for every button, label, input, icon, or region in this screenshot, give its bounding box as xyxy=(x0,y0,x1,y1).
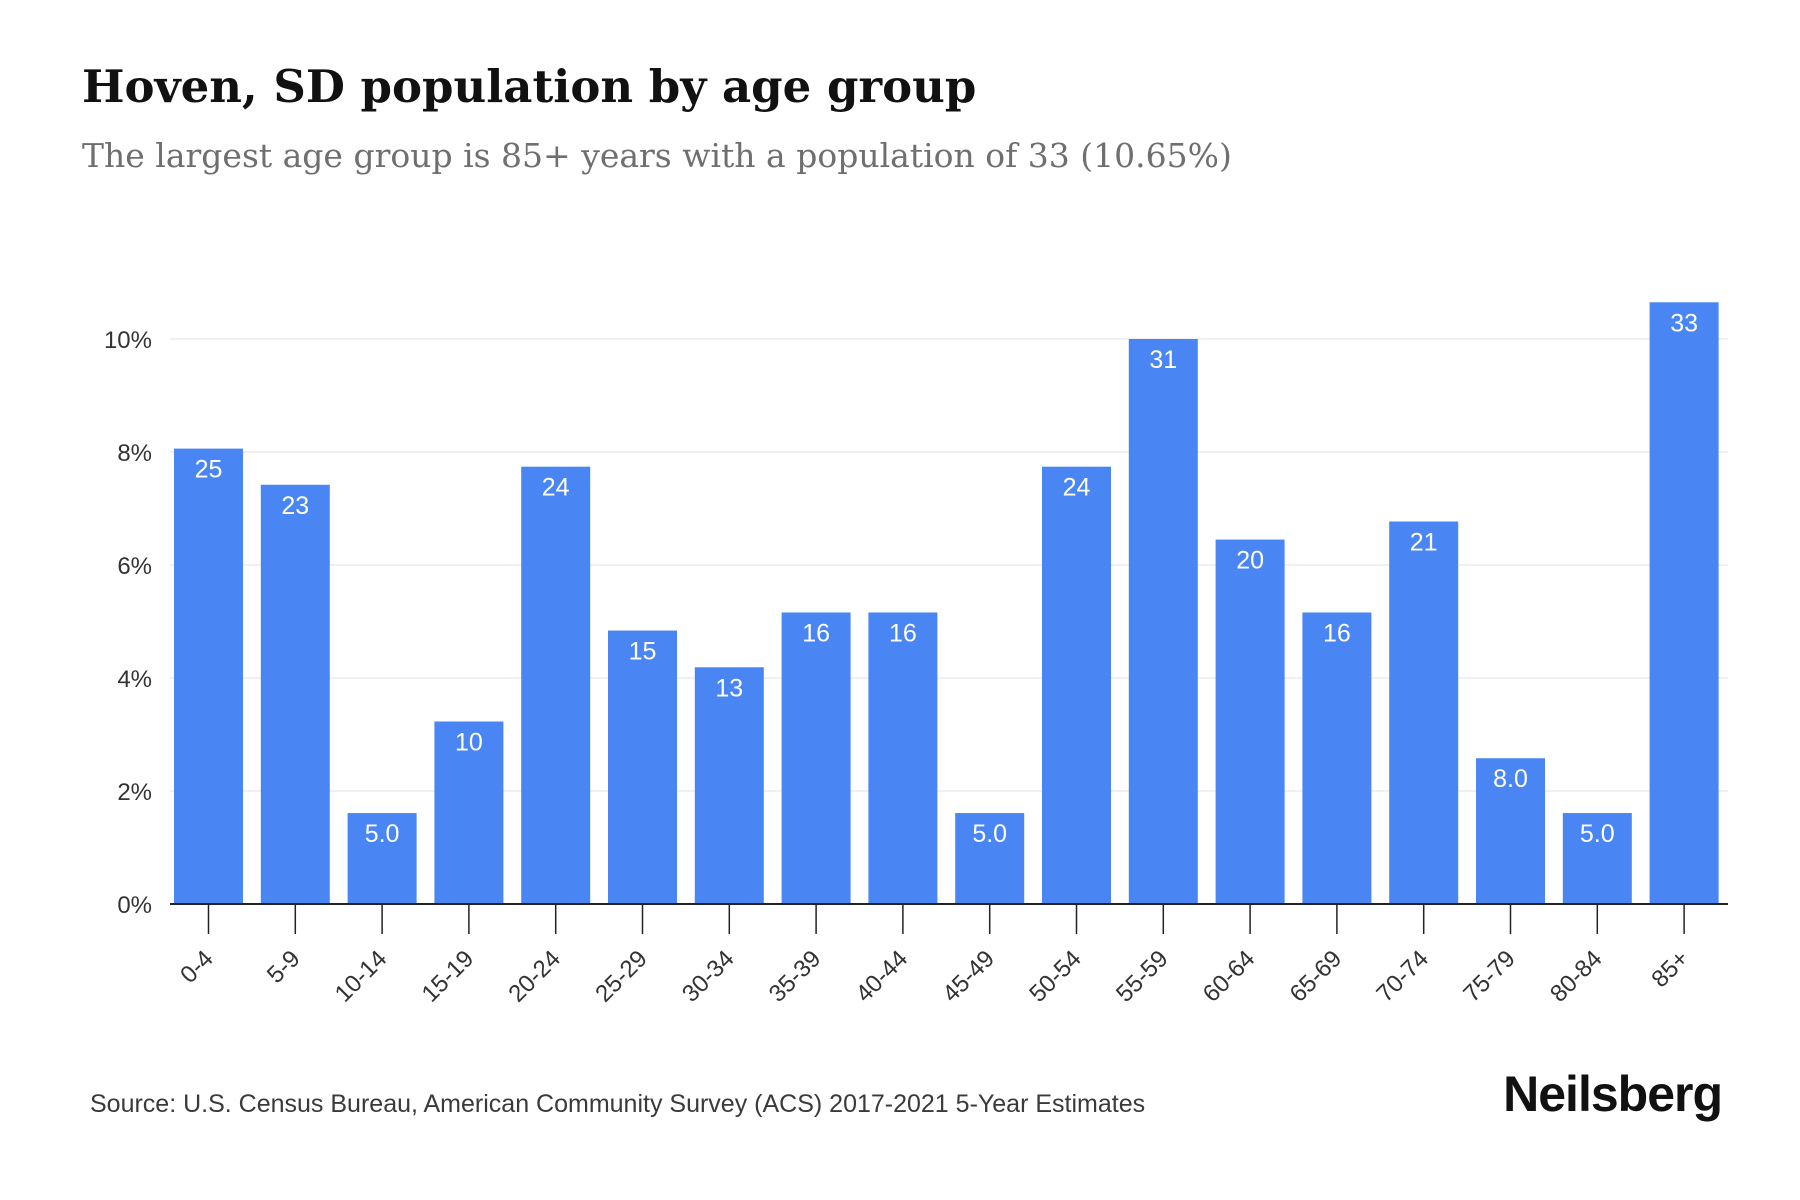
data-label: 16 xyxy=(889,619,917,647)
bar xyxy=(868,612,938,904)
data-label: 33 xyxy=(1670,309,1698,337)
x-tick-label: 10-14 xyxy=(330,945,393,1008)
bar xyxy=(781,612,851,904)
bar xyxy=(1215,539,1285,904)
bar xyxy=(1649,302,1719,904)
data-label: 20 xyxy=(1236,547,1264,575)
x-tick-label: 40-44 xyxy=(851,945,914,1008)
y-tick-label: 0% xyxy=(117,892,152,919)
bar xyxy=(174,448,243,904)
bar xyxy=(955,813,1025,904)
y-tick-label: 6% xyxy=(117,553,152,580)
x-tick-label: 55-59 xyxy=(1111,945,1174,1008)
bar xyxy=(694,667,764,904)
x-tick-label: 60-64 xyxy=(1198,945,1261,1008)
brand-logo: Neilsberg xyxy=(1503,1066,1723,1122)
bar xyxy=(347,813,417,904)
y-tick-label: 8% xyxy=(117,440,152,467)
data-label: 15 xyxy=(629,638,657,666)
x-tick-label: 50-54 xyxy=(1024,945,1087,1008)
y-tick-label: 10% xyxy=(104,327,152,354)
x-tick-label: 45-49 xyxy=(937,945,1000,1008)
bar xyxy=(521,466,591,904)
data-label: 23 xyxy=(281,492,309,520)
data-label: 16 xyxy=(1323,619,1351,647)
y-tick-label: 2% xyxy=(117,779,152,806)
x-tick-label: 0-4 xyxy=(175,945,219,989)
data-label: 16 xyxy=(802,619,830,647)
x-tick-label: 30-34 xyxy=(677,945,740,1008)
data-label: 5.0 xyxy=(1580,820,1615,848)
chart-title: Hoven, SD population by age group xyxy=(82,60,977,113)
x-tick-label: 75-79 xyxy=(1458,945,1521,1008)
chart-subtitle: The largest age group is 85+ years with … xyxy=(82,136,1232,175)
bar xyxy=(1128,339,1198,904)
data-label: 31 xyxy=(1149,346,1177,374)
bar xyxy=(1042,466,1111,904)
source-note: Source: U.S. Census Bureau, American Com… xyxy=(90,1090,1146,1118)
x-tick-label: 15-19 xyxy=(417,945,480,1008)
x-tick-label: 70-74 xyxy=(1371,945,1434,1008)
bar xyxy=(1389,521,1459,904)
bar xyxy=(1476,758,1545,904)
x-tick-label: 25-29 xyxy=(590,945,653,1008)
bar xyxy=(1302,612,1372,904)
x-tick-label: 65-69 xyxy=(1285,945,1348,1008)
x-tick-label: 80-84 xyxy=(1545,945,1608,1008)
data-label: 21 xyxy=(1410,528,1438,556)
bar xyxy=(1562,813,1632,904)
bar xyxy=(608,630,677,904)
bar xyxy=(434,721,504,904)
data-label: 5.0 xyxy=(365,820,400,848)
y-tick-label: 4% xyxy=(117,666,152,693)
x-tick-label: 20-24 xyxy=(503,945,566,1008)
data-label: 24 xyxy=(542,474,570,502)
data-label: 8.0 xyxy=(1493,765,1528,793)
data-label: 13 xyxy=(715,674,743,702)
data-label: 25 xyxy=(195,456,223,484)
bar xyxy=(260,484,330,904)
x-tick-label: 5-9 xyxy=(262,945,306,989)
data-label: 24 xyxy=(1063,474,1091,502)
data-label: 5.0 xyxy=(972,820,1007,848)
data-label: 10 xyxy=(455,729,483,757)
bar-chart: 0% 2% 4% 6% 8% 10% 25 0-4 23 5-9 5.0 10-14 10 15-19 24… xyxy=(104,302,1728,1008)
x-tick-label: 35-39 xyxy=(764,945,827,1008)
x-tick-label: 85+ xyxy=(1646,945,1694,993)
